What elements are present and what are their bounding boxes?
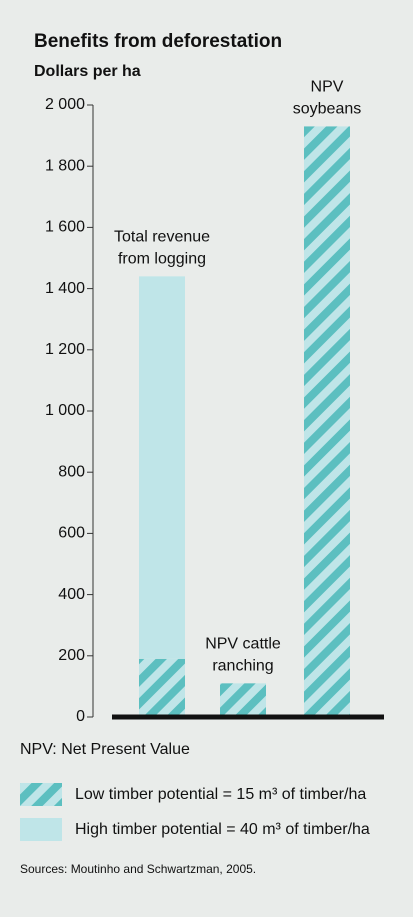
legend-swatch	[20, 783, 62, 806]
bar	[139, 658, 185, 717]
y-tick-label: 400	[58, 586, 85, 603]
bar	[139, 276, 185, 659]
y-tick-label: 200	[58, 647, 85, 664]
category-label: ranching	[212, 658, 273, 675]
category-label: NPV cattle	[205, 636, 281, 653]
category-label: from logging	[118, 251, 206, 268]
legend-label: High timber potential = 40 m³ of timber/…	[75, 821, 370, 838]
y-tick-label: 1 000	[45, 402, 85, 419]
y-tick-label: 600	[58, 525, 85, 542]
bar	[220, 683, 266, 717]
chart-title: Benefits from deforestation	[34, 31, 282, 52]
chart-subtitle: Dollars per ha	[34, 63, 141, 80]
y-tick-label: 800	[58, 463, 85, 480]
category-label: NPV	[311, 79, 344, 96]
y-tick-label: 0	[76, 708, 85, 725]
source: Sources: Moutinho and Schwartzman, 2005.	[20, 862, 256, 876]
y-tick-label: 2 000	[45, 96, 85, 113]
y-tick-label: 1 600	[45, 219, 85, 236]
legend-swatch	[20, 818, 62, 841]
y-tick-label: 1 200	[45, 341, 85, 358]
y-tick-label: 1 400	[45, 280, 85, 297]
category-label: soybeans	[293, 101, 362, 118]
category-label: Total revenue	[114, 229, 210, 246]
y-tick-label: 1 800	[45, 157, 85, 174]
bar	[304, 126, 350, 718]
note: NPV: Net Present Value	[20, 741, 190, 758]
legend-label: Low timber potential = 15 m³ of timber/h…	[75, 786, 366, 803]
